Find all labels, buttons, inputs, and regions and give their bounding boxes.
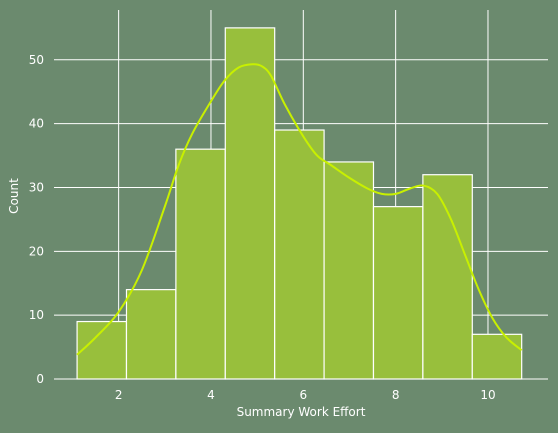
histogram-bar bbox=[175, 148, 226, 380]
x-tick-labels: 2 4 6 8 10 bbox=[115, 388, 496, 402]
x-tick-label: 4 bbox=[207, 388, 215, 402]
histogram-bar bbox=[422, 174, 473, 380]
x-tick-label: 8 bbox=[392, 388, 400, 402]
histogram-bar bbox=[323, 161, 375, 380]
y-tick-label: 50 bbox=[29, 53, 44, 67]
x-tick-label: 6 bbox=[299, 388, 307, 402]
histogram-bar bbox=[274, 129, 325, 380]
y-axis-label: Count bbox=[7, 178, 21, 214]
x-axis-label: Summary Work Effort bbox=[237, 405, 366, 419]
kde-curve-layer bbox=[76, 63, 523, 356]
x-tick-label: 10 bbox=[480, 388, 495, 402]
kde-curve bbox=[76, 63, 523, 356]
y-tick-label: 30 bbox=[29, 180, 44, 194]
x-tick-label: 2 bbox=[115, 388, 123, 402]
y-tick-label: 10 bbox=[29, 308, 44, 322]
y-tick-labels: 0 10 20 30 40 50 bbox=[29, 53, 44, 386]
y-tick-label: 0 bbox=[36, 372, 44, 386]
histogram-bars bbox=[76, 27, 523, 380]
histogram-bar bbox=[125, 289, 177, 380]
y-tick-label: 20 bbox=[29, 244, 44, 258]
histogram-bar bbox=[372, 206, 424, 380]
histogram-bar bbox=[471, 333, 523, 380]
histogram-bar bbox=[224, 27, 276, 380]
y-tick-label: 40 bbox=[29, 117, 44, 131]
